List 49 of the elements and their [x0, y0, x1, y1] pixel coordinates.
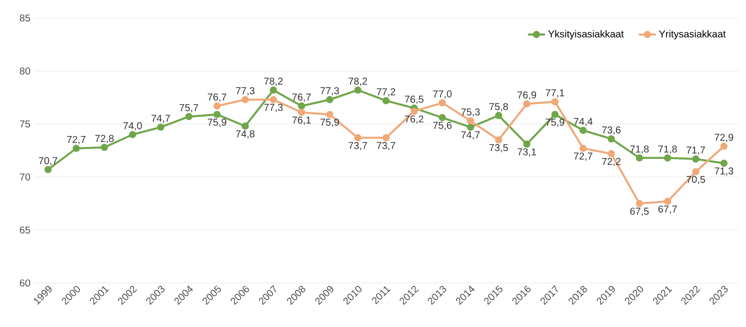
data-label: 72,9: [714, 134, 734, 142]
data-label: 76,5: [404, 96, 424, 104]
data-label: 72,7: [574, 152, 592, 161]
y-tick-label: 70: [20, 173, 30, 181]
data-label: 71,7: [686, 146, 705, 155]
data-label: 77,3: [264, 104, 283, 112]
legend-label: Yksityisasiakkaat: [548, 30, 624, 40]
data-label: 74,7: [152, 114, 170, 123]
data-label: 73,7: [348, 142, 368, 150]
data-label: 71,3: [714, 167, 734, 176]
data-label: 74,4: [574, 118, 593, 126]
data-label: 77,3: [320, 87, 339, 96]
y-tick-label: 60: [20, 279, 30, 287]
data-label: 73,6: [602, 126, 621, 135]
data-label: 78,2: [264, 78, 283, 86]
data-label: 71,8: [630, 145, 649, 154]
data-label: 77,0: [433, 90, 452, 99]
data-label: 77,3: [236, 87, 254, 96]
y-tick-label: 75: [20, 120, 30, 128]
data-label: 76,1: [292, 116, 311, 125]
data-label: 75,9: [320, 118, 339, 127]
data-label: 74,7: [461, 131, 480, 140]
data-label: 77,2: [376, 88, 396, 96]
data-label: 72,7: [67, 136, 86, 144]
data-label: 70,7: [38, 157, 58, 166]
data-label: 71,8: [658, 145, 677, 154]
data-label: 73,5: [489, 144, 508, 152]
data-label: 74,0: [123, 122, 142, 130]
data-label: 75,6: [433, 122, 452, 130]
data-label: 78,2: [348, 78, 368, 86]
data-label: 76,2: [404, 115, 424, 124]
data-label: 67,5: [630, 208, 649, 216]
data-label: 73,1: [518, 148, 536, 157]
legend-label: Yritysasiakkaat: [659, 30, 726, 40]
data-label: 75,3: [461, 108, 480, 117]
data-label: 73,7: [376, 142, 396, 150]
data-label: 77,1: [546, 89, 564, 98]
data-label: 76,7: [208, 94, 226, 102]
data-label: 76,9: [518, 91, 536, 100]
data-label: 75,7: [180, 104, 198, 112]
data-label: 76,7: [292, 94, 311, 102]
data-label: 74,8: [236, 130, 254, 139]
data-label: 67,7: [658, 206, 677, 214]
data-label: 75,9: [208, 118, 226, 127]
data-label: 72,8: [95, 134, 114, 144]
y-tick-label: 80: [20, 67, 30, 75]
data-label: 75,8: [489, 103, 508, 112]
y-tick-label: 65: [20, 226, 30, 234]
y-tick-label: 85: [20, 14, 30, 22]
